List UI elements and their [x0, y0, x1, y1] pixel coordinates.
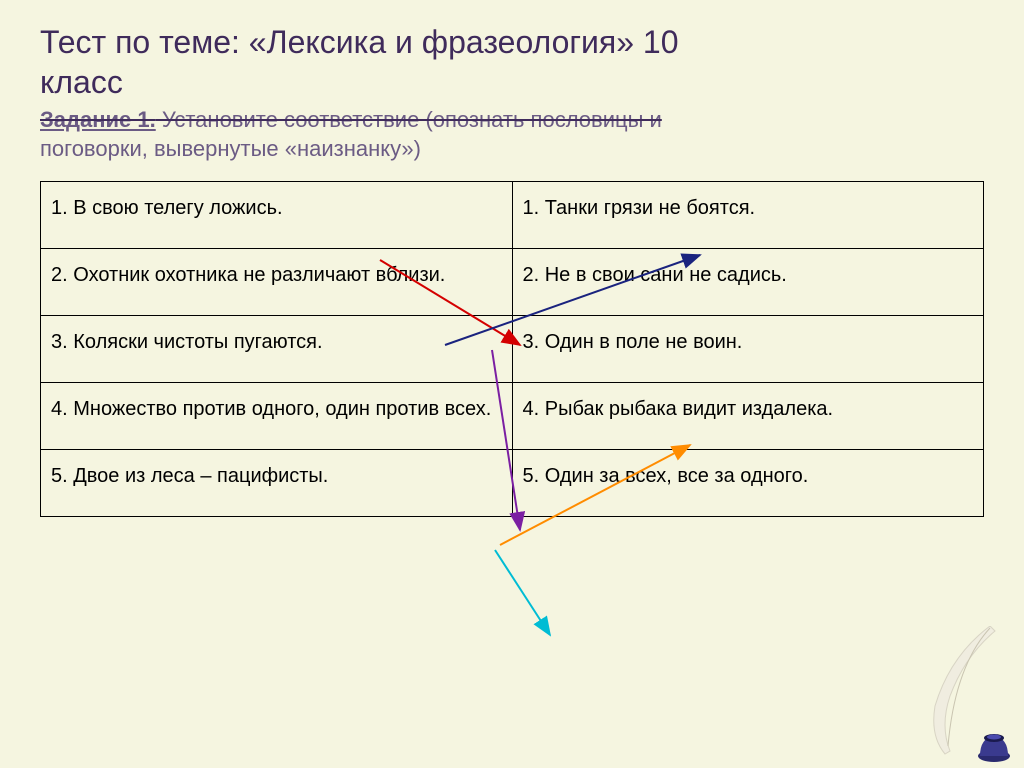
cell-left-4: 4. Множество против одного, один против …: [41, 383, 513, 450]
table-row: 1. В свою телегу ложись. 1. Танки грязи …: [41, 182, 984, 249]
cell-left-3: 3. Коляски чистоты пугаются.: [41, 316, 513, 383]
inkpot-icon: [974, 728, 1014, 764]
table-row: 4. Множество против одного, один против …: [41, 383, 984, 450]
title-line-1: Тест по теме: «Лексика и фразеология» 10: [40, 24, 679, 60]
title-line-2: класс: [40, 64, 123, 100]
table-row: 3. Коляски чистоты пугаются. 3. Один в п…: [41, 316, 984, 383]
table-row: 2. Охотник охотника не различают вблизи.…: [41, 249, 984, 316]
subtitle-rest-1: Установите соответствие (опознать послов…: [156, 107, 662, 132]
cell-right-2: 2. Не в свои сани не садись.: [512, 249, 984, 316]
cell-right-4: 4. Рыбак рыбака видит издалека.: [512, 383, 984, 450]
subtitle-line-2: поговорки, вывернутые «наизнанку»): [40, 136, 421, 161]
cell-left-5: 5. Двое из леса – пацифисты.: [41, 450, 513, 517]
slide-subtitle: Задание 1. Установите соответствие (опоз…: [40, 106, 984, 163]
cell-right-1: 1. Танки грязи не боятся.: [512, 182, 984, 249]
matching-table: 1. В свою телегу ложись. 1. Танки грязи …: [40, 181, 984, 517]
cell-left-1: 1. В свою телегу ложись.: [41, 182, 513, 249]
cell-right-3: 3. Один в поле не воин.: [512, 316, 984, 383]
slide-title: Тест по теме: «Лексика и фразеология» 10…: [40, 22, 984, 102]
cell-right-5: 5. Один за всех, все за одного.: [512, 450, 984, 517]
cell-left-2: 2. Охотник охотника не различают вблизи.: [41, 249, 513, 316]
table-row: 5. Двое из леса – пацифисты. 5. Один за …: [41, 450, 984, 517]
task-label: Задание 1.: [40, 107, 156, 132]
